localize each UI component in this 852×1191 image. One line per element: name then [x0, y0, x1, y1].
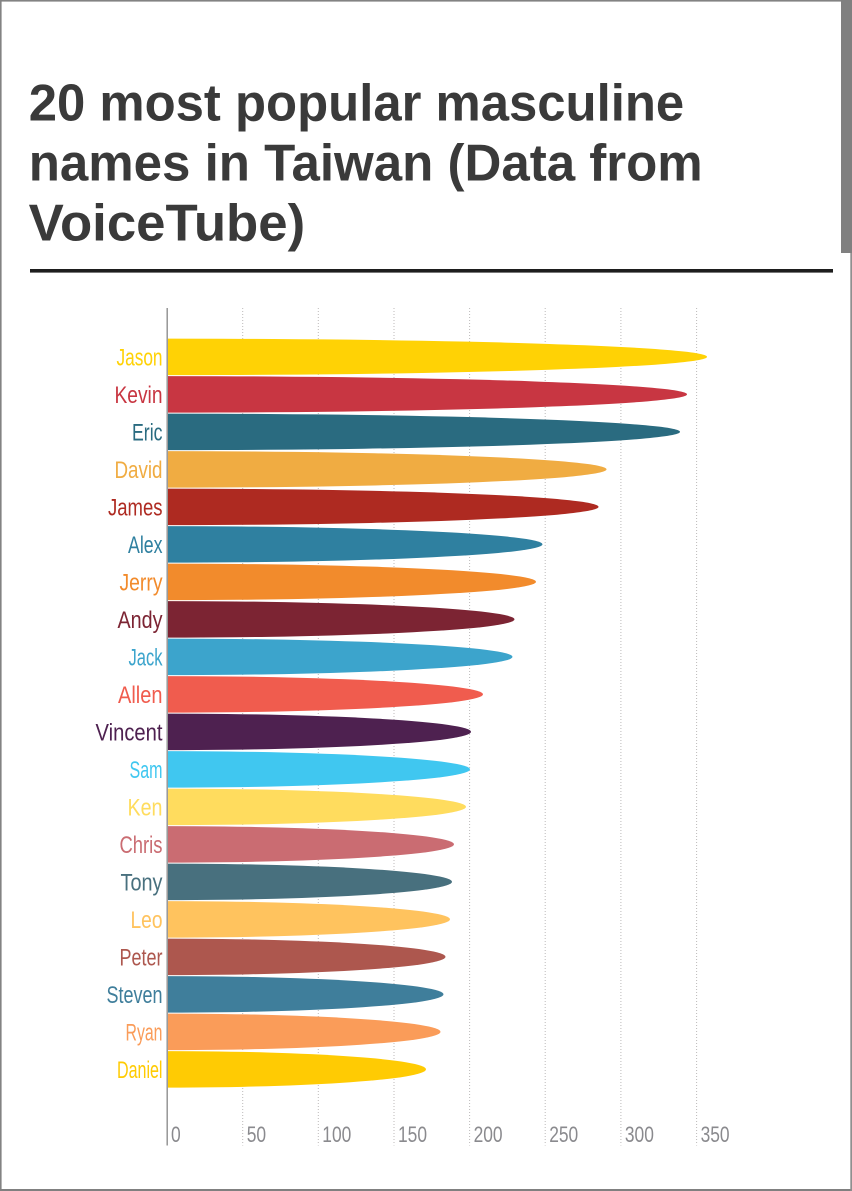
svg-text:Allen: Allen: [118, 682, 163, 709]
svg-text:Eric: Eric: [132, 420, 163, 447]
svg-text:50: 50: [247, 1122, 266, 1147]
svg-text:VoiceTube): VoiceTube): [29, 195, 306, 253]
svg-text:20 most popular masculine: 20 most popular masculine: [29, 75, 685, 133]
svg-text:Jerry: Jerry: [120, 570, 163, 597]
svg-text:200: 200: [474, 1122, 503, 1147]
svg-text:Peter: Peter: [120, 945, 163, 972]
svg-text:Tony: Tony: [121, 870, 163, 897]
svg-text:100: 100: [322, 1122, 351, 1147]
svg-text:James: James: [108, 495, 163, 522]
svg-text:names in Taiwan (Data from: names in Taiwan (Data from: [29, 135, 703, 193]
svg-text:Vincent: Vincent: [96, 720, 163, 747]
svg-text:Jack: Jack: [129, 645, 164, 672]
svg-text:300: 300: [625, 1122, 654, 1147]
svg-text:Alex: Alex: [128, 532, 163, 559]
svg-text:Ryan: Ryan: [126, 1020, 163, 1047]
svg-text:350: 350: [701, 1122, 730, 1147]
svg-text:Steven: Steven: [107, 982, 163, 1009]
svg-text:Sam: Sam: [130, 757, 163, 784]
svg-text:Jason: Jason: [117, 345, 163, 372]
svg-text:0: 0: [171, 1122, 181, 1147]
svg-text:250: 250: [549, 1122, 578, 1147]
svg-text:Chris: Chris: [120, 832, 163, 859]
svg-text:Ken: Ken: [128, 795, 163, 822]
svg-text:Leo: Leo: [131, 907, 163, 934]
svg-text:150: 150: [398, 1122, 427, 1147]
svg-text:Kevin: Kevin: [115, 382, 163, 409]
svg-text:Daniel: Daniel: [117, 1057, 163, 1084]
svg-text:David: David: [115, 457, 163, 484]
svg-text:Andy: Andy: [118, 607, 163, 634]
